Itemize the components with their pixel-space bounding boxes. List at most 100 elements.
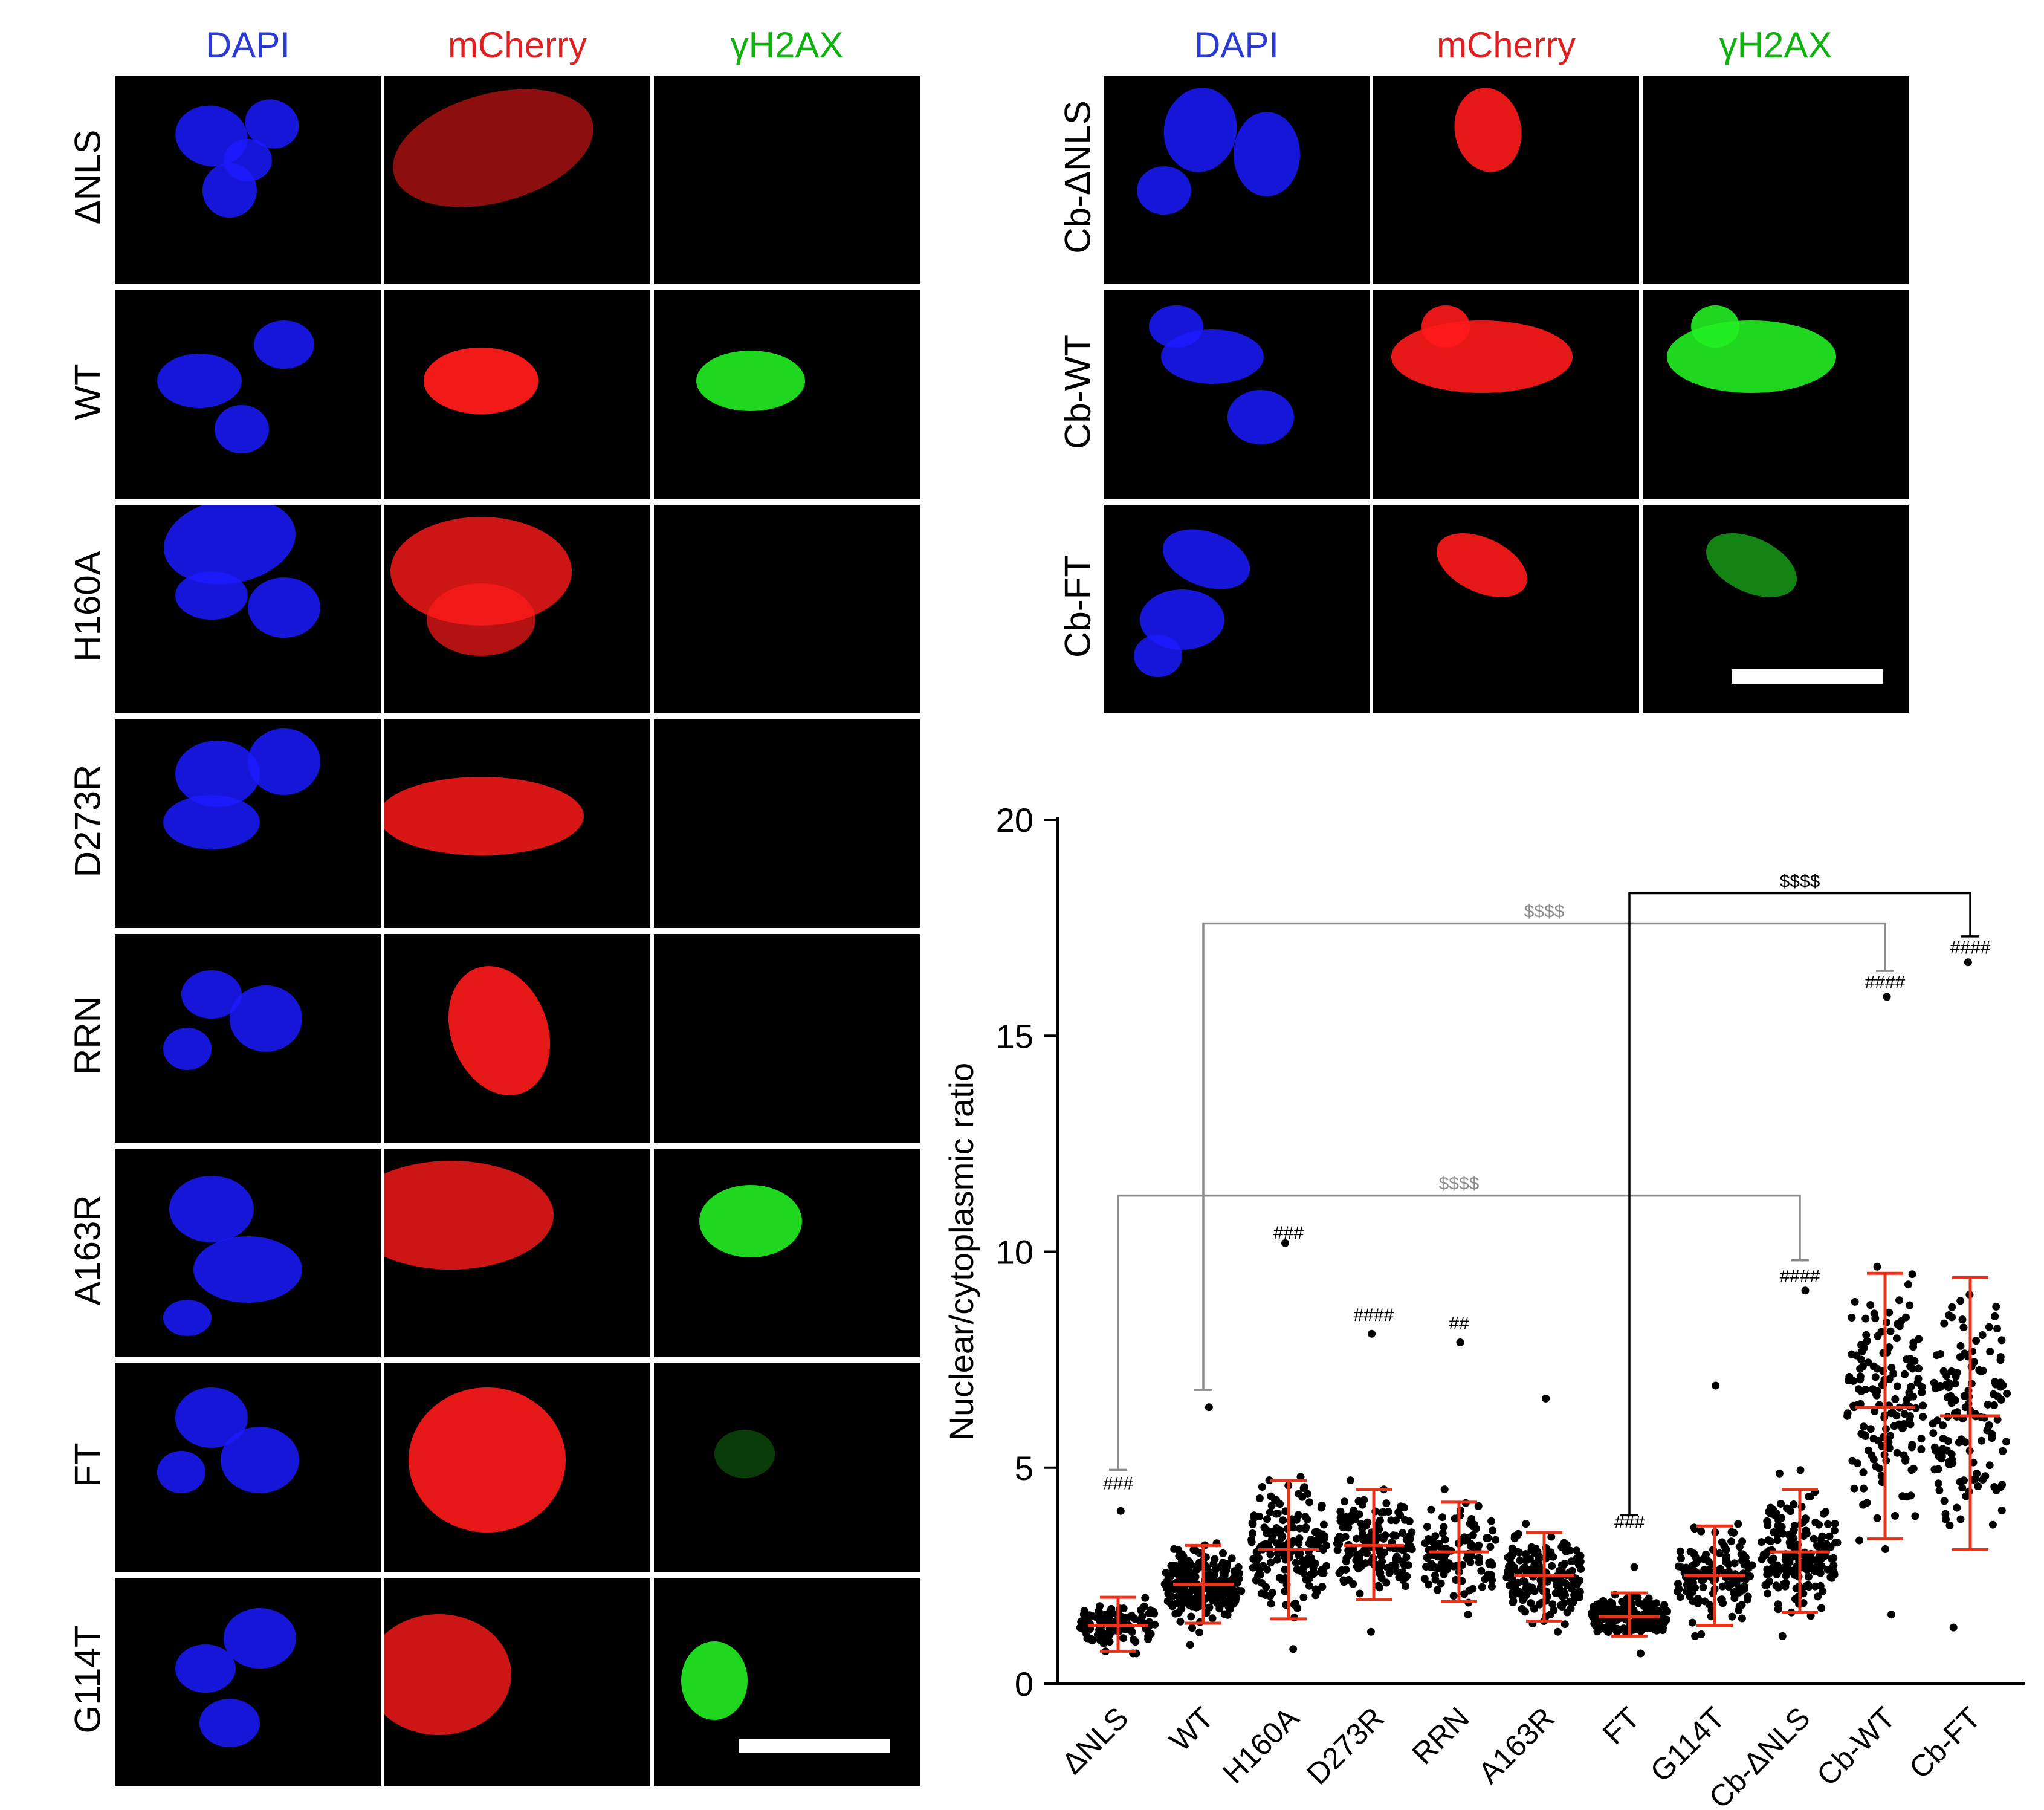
data-point [1885,1308,1894,1317]
data-point [1311,1540,1319,1549]
data-point [1799,1532,1808,1540]
data-point [1697,1630,1706,1638]
data-point [1848,1456,1857,1465]
data-point [1869,1455,1878,1464]
data-point [1985,1461,1994,1470]
data-point [1997,1395,2005,1404]
data-point [1856,1372,1865,1381]
data-point [1854,1385,1863,1393]
data-point [1705,1600,1713,1609]
data-point [1345,1547,1354,1555]
right-micrograph-r3-dapi [1104,505,1370,713]
data-point [1441,1536,1449,1544]
data-point [1083,1634,1092,1643]
data-point [1530,1549,1539,1557]
data-point [1773,1536,1782,1545]
data-point [1685,1566,1693,1574]
data-point [1259,1562,1267,1570]
data-point [1162,1578,1171,1586]
data-point [1640,1602,1648,1611]
data-point [1522,1520,1530,1528]
x-tick-label: WT [1163,1701,1220,1758]
data-point [1871,1314,1880,1323]
scale-bar-right [1732,669,1883,684]
data-point [1738,1614,1746,1623]
data-point [1548,1562,1556,1570]
data-point [1861,1431,1869,1439]
data-point [1640,1624,1649,1632]
data-point [1168,1592,1176,1601]
data-point [1817,1604,1826,1612]
data-point [1341,1533,1350,1541]
data-point [1961,1438,1970,1447]
data-point [1530,1604,1538,1613]
data-point [1810,1534,1818,1543]
data-point [1141,1594,1150,1602]
data-point [1942,1372,1951,1380]
data-point [1959,1323,1968,1332]
left-micrograph-r5-gh2ax [654,934,920,1143]
data-point [1949,1623,1958,1632]
data-point [1861,1314,1870,1323]
data-point [1550,1606,1558,1615]
data-point [1408,1528,1416,1537]
data-point [1799,1599,1808,1607]
x-tick-label: RRN [1406,1701,1476,1771]
data-point [1521,1607,1529,1616]
data-point [1806,1612,1815,1620]
comparison-label: $$$$ [1780,871,1820,891]
data-point [1777,1499,1785,1508]
data-point [1302,1575,1310,1584]
left-channel-label-mcherry: mCherry [447,25,587,65]
data-point [1096,1602,1104,1611]
data-point [1677,1554,1685,1563]
data-point [1394,1555,1402,1563]
data-point [1988,1520,1997,1529]
data-point [1172,1599,1181,1607]
data-point [1979,1476,1987,1484]
data-point [1632,1624,1641,1633]
data-point [1663,1607,1672,1615]
right-channel-label-dapi: DAPI [1194,25,1279,65]
data-point [1488,1576,1496,1585]
data-point [1919,1401,1927,1410]
data-point [1819,1587,1827,1595]
data-point [1592,1618,1600,1626]
data-point [1873,1514,1881,1522]
data-point [1599,1597,1608,1606]
data-point [1281,1565,1289,1574]
data-point [1676,1547,1684,1555]
data-point [1289,1645,1298,1653]
significance-annotation: ### [1273,1223,1304,1243]
data-point [1227,1594,1235,1603]
left-micrograph-r5-dapi [115,934,381,1143]
data-point [1887,1363,1896,1372]
data-point [1482,1534,1490,1542]
data-point [1637,1649,1645,1658]
data-point [1945,1521,1954,1529]
data-point [1845,1372,1854,1381]
data-point [1858,1348,1866,1355]
data-point [1474,1502,1483,1510]
data-point [1281,1552,1289,1561]
data-point [1299,1593,1308,1601]
left-micrograph-r3-gh2ax [654,505,920,713]
data-point [1366,1627,1375,1636]
data-point [1276,1526,1285,1535]
data-point [1475,1554,1483,1562]
data-point [1910,1357,1919,1365]
data-point [1604,1628,1612,1636]
data-point [1948,1303,1956,1311]
data-point [1211,1571,1218,1579]
data-point [1997,1506,2006,1514]
left-micrograph-r5-mcherry [384,934,650,1143]
data-point [1318,1583,1327,1591]
data-point [1469,1544,1478,1552]
data-point [1758,1538,1766,1546]
data-point [1914,1375,1923,1383]
data-point [1402,1582,1409,1591]
data-point [1915,1335,1923,1343]
data-point [1629,1618,1638,1626]
y-tick-label: 20 [996,801,1033,839]
data-point [1188,1624,1196,1632]
